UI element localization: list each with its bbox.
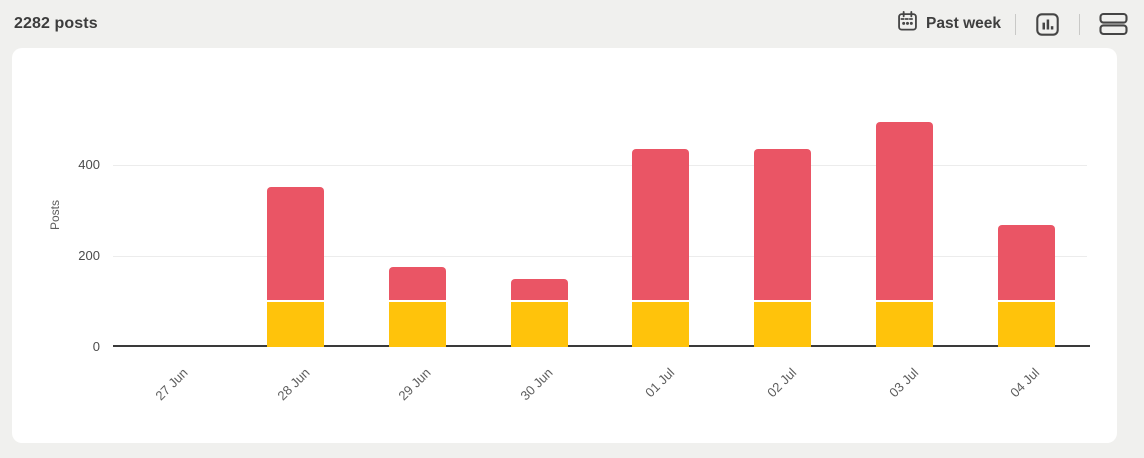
bar-segment-yellow[interactable] [632, 301, 690, 347]
bar-stack[interactable] [267, 186, 325, 347]
x-axis-label: 01 Jul [642, 365, 678, 401]
x-axis-label: 02 Jul [764, 365, 800, 401]
x-axis-label: 03 Jul [885, 365, 921, 401]
bar-segment-pink[interactable] [510, 278, 568, 300]
date-range-label: Past week [926, 15, 1001, 32]
bar-segment-yellow[interactable] [267, 301, 325, 347]
bar-stack[interactable] [997, 224, 1055, 347]
x-axis-label: 29 Jun [395, 365, 434, 404]
bar-stack[interactable] [388, 267, 446, 347]
bar-segment-yellow[interactable] [754, 301, 812, 347]
x-axis-line [113, 345, 1090, 347]
bar-stack[interactable] [754, 148, 812, 347]
bar-stack[interactable] [875, 121, 933, 347]
bar-segment-pink[interactable] [875, 121, 933, 300]
y-axis-title: Posts [48, 200, 62, 231]
posts-bar-chart: Posts 0 200 400 27 Jun 28 Jun 29 Jun 30 Jun 01 … [12, 48, 1117, 443]
bar-segment-yellow[interactable] [997, 301, 1055, 347]
date-range-selector[interactable]: Past week [896, 10, 1001, 38]
divider [1079, 13, 1080, 35]
bar-segment-yellow[interactable] [875, 301, 933, 347]
x-axis-label: 28 Jun [274, 365, 313, 404]
bar-segment-pink[interactable] [388, 267, 446, 300]
calendar-icon [896, 10, 919, 38]
y-tick-label: 400 [78, 156, 100, 172]
bar-chart-icon [1035, 12, 1060, 37]
bar-segment-pink[interactable] [267, 186, 325, 300]
x-axis-label: 04 Jul [1007, 365, 1043, 401]
chart-card: Posts 0 200 400 27 Jun 28 Jun 29 Jun 30 Jun 01 … [12, 48, 1117, 443]
bar-segment-pink[interactable] [754, 148, 812, 300]
page-title: 2282 posts [14, 15, 98, 32]
x-axis-label: 27 Jun [152, 365, 191, 404]
bar-segment-yellow[interactable] [510, 301, 568, 347]
x-axis-label: 30 Jun [517, 365, 556, 404]
bar-segment-pink[interactable] [632, 148, 690, 300]
y-tick-label: 200 [78, 247, 100, 263]
list-view-button[interactable] [1094, 11, 1133, 37]
gridline [113, 255, 1087, 257]
bar-segment-pink[interactable] [997, 224, 1055, 300]
header: 2282 posts Past week [0, 0, 1144, 48]
bar-stack[interactable] [510, 278, 568, 347]
y-tick-label: 0 [92, 338, 100, 354]
header-controls: Past week [896, 10, 1133, 38]
divider [1015, 13, 1016, 35]
bar-stack[interactable] [632, 148, 690, 347]
gridline [113, 164, 1087, 166]
bar-segment-yellow[interactable] [388, 301, 446, 347]
chart-view-button[interactable] [1030, 12, 1065, 37]
rows-icon [1099, 11, 1128, 37]
